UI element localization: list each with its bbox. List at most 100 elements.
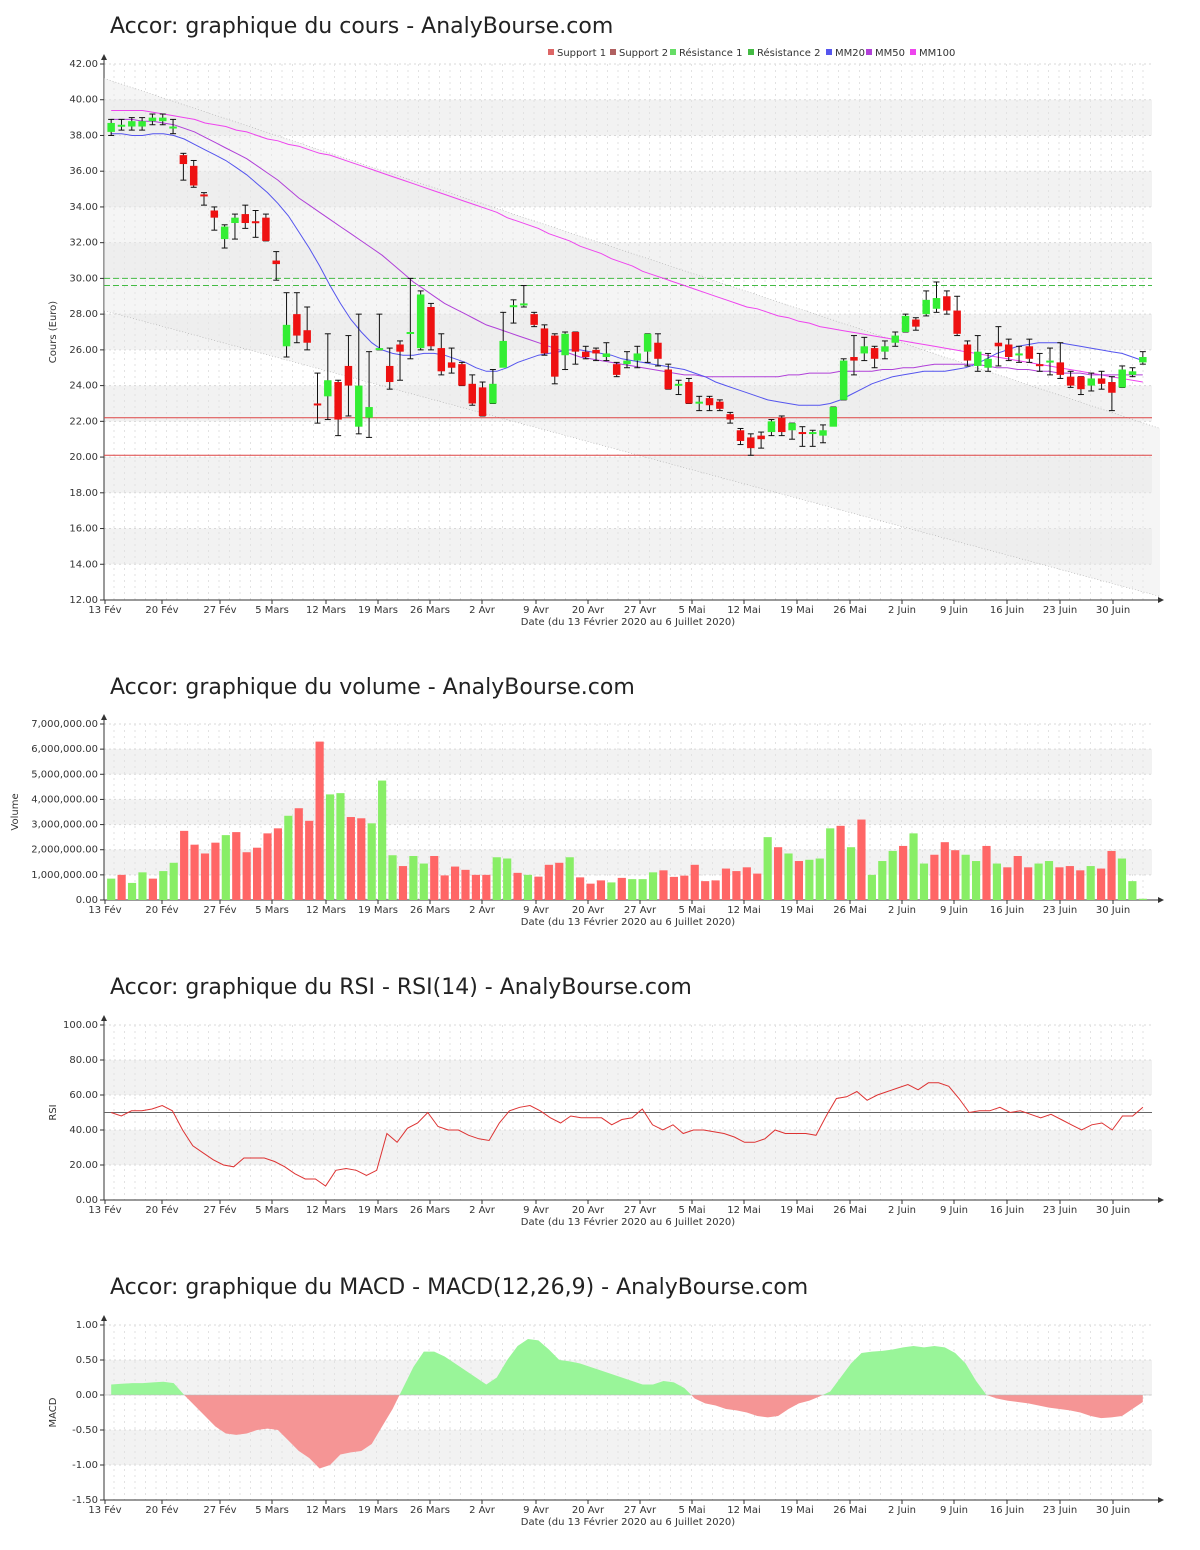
candle-body [169, 126, 177, 129]
volume-bar [440, 875, 449, 900]
y-tick-label: 6,000,000.00 [31, 744, 98, 755]
x-tick-label: 2 Juin [888, 1205, 916, 1216]
candle-body [643, 333, 652, 352]
y-tick-label: 60.00 [69, 1090, 98, 1101]
y-tick-label: 0.50 [76, 1355, 98, 1366]
x-tick-label: 26 Mars [410, 905, 450, 916]
volume-bar [940, 842, 949, 900]
x-tick-label: 9 Juin [940, 1505, 968, 1516]
y-tick-label: 4,000,000.00 [31, 794, 98, 805]
volume-bar [628, 879, 637, 900]
volume-bar [1117, 858, 1127, 900]
price-panel: Accor: graphique du cours - AnalyBourse.… [48, 14, 1164, 628]
candle-body [200, 194, 208, 197]
x-tick-label: 27 Fév [203, 604, 236, 616]
x-axis-label: Date (du 13 Février 2020 au 6 Juillet 20… [521, 1516, 735, 1528]
y-tick-label: 2,000,000.00 [31, 845, 98, 856]
volume-bar [190, 844, 199, 900]
trend-channel [104, 78, 1160, 597]
y-tick-label: 1.00 [76, 1320, 98, 1331]
volume-bar [336, 793, 345, 900]
volume-bar [544, 864, 553, 900]
candle-body [1025, 346, 1034, 359]
y-tick-label: 3,000,000.00 [31, 820, 98, 831]
candle-body [365, 407, 373, 418]
macd-negative-area [184, 1395, 400, 1469]
y-tick-label: 26.00 [69, 345, 98, 356]
x-tick-label: 9 Juin [940, 1205, 968, 1216]
x-tick-label: 30 Juin [1096, 605, 1130, 616]
volume-bar [992, 863, 1001, 900]
volume-bar [742, 867, 751, 900]
x-tick-label: 13 Fév [88, 904, 121, 916]
volume-bar [180, 830, 189, 900]
volume-bar [805, 859, 814, 900]
volume-bar [523, 874, 533, 900]
y-tick-label: 40.00 [69, 1125, 98, 1136]
volume-bar [648, 872, 658, 900]
x-tick-label: 12 Mars [306, 1205, 346, 1216]
x-tick-label: 9 Juin [940, 905, 968, 916]
volume-bar [534, 876, 543, 900]
candle-body [767, 421, 776, 433]
x-axis-arrow [1158, 1497, 1164, 1503]
volume-bar [753, 873, 762, 900]
volume-bar [971, 861, 981, 900]
x-tick-label: 26 Mars [410, 1505, 450, 1516]
candle-body [963, 344, 972, 361]
legend-swatch [826, 49, 832, 55]
candle-body [447, 362, 456, 368]
macd-negative-area [986, 1395, 1143, 1419]
x-tick-label: 19 Mars [358, 605, 398, 616]
x-tick-label: 27 Avr [624, 1205, 657, 1216]
x-tick-label: 9 Avr [523, 1505, 550, 1516]
x-tick-label: 13 Fév [88, 604, 121, 616]
macd-negative-area [691, 1395, 823, 1418]
x-tick-label: 5 Mai [678, 1505, 705, 1516]
volume-bar [836, 825, 845, 900]
candle-body [530, 314, 538, 325]
x-tick-label: 19 Mai [780, 1505, 813, 1516]
volume-bar [846, 847, 856, 900]
volume-bar [398, 866, 408, 900]
y-tick-label: 12.00 [69, 595, 98, 606]
candle-body [788, 423, 796, 431]
legend-label: MM20 [835, 48, 865, 59]
candle-body [943, 296, 951, 311]
y-tick-label: -0.50 [72, 1425, 98, 1436]
legend-item: Support 1 [548, 48, 606, 59]
candle-body [1035, 364, 1044, 367]
legend-swatch [748, 49, 754, 55]
volume-bar [388, 855, 397, 900]
x-axis-arrow [1158, 897, 1164, 903]
candle-body [829, 407, 838, 427]
x-tick-label: 2 Juin [888, 905, 916, 916]
x-tick-label: 27 Avr [624, 905, 657, 916]
volume-bar [867, 874, 876, 900]
candle-body [509, 305, 518, 308]
candle-body [303, 330, 311, 343]
volume-bar [721, 868, 731, 900]
volume-bar [617, 877, 626, 900]
macd-positive-area [822, 1346, 987, 1395]
candle-body [612, 364, 621, 375]
volume-bar [919, 863, 929, 900]
x-tick-label: 27 Fév [203, 1504, 236, 1516]
candle-body [984, 358, 992, 368]
x-tick-label: 20 Fév [145, 904, 178, 916]
y-tick-label: 1,000,000.00 [31, 870, 98, 881]
x-axis-label: Date (du 13 Février 2020 au 6 Juillet 20… [521, 1216, 735, 1228]
y-tick-label: 100.00 [63, 1020, 98, 1031]
candle-body [468, 383, 476, 404]
candle-body [344, 365, 353, 386]
y-tick-label: 42.00 [69, 59, 98, 70]
y-axis-arrow [101, 1315, 107, 1321]
volume-bar [1086, 866, 1095, 900]
x-tick-label: 2 Avr [469, 905, 496, 916]
volume-bar [1138, 898, 1147, 900]
legend-label: Résistance 1 [679, 47, 742, 59]
x-tick-label: 19 Mai [780, 1205, 813, 1216]
x-tick-label: 16 Juin [990, 905, 1024, 916]
x-tick-label: 30 Juin [1096, 1505, 1130, 1516]
